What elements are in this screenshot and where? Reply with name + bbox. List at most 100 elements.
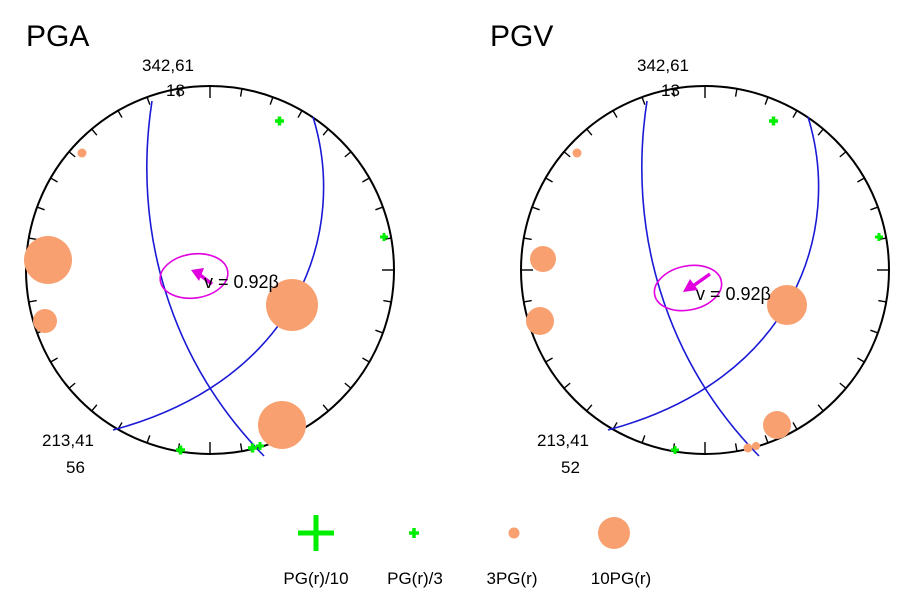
tick-mark <box>792 110 798 118</box>
legend-label: PG(r)/3 <box>387 569 443 588</box>
tick-mark <box>641 435 646 444</box>
bottom-plane-count: 56 <box>66 458 85 477</box>
top-plane-count: 18 <box>166 81 185 100</box>
top-plane-label: 342,61 <box>637 56 689 75</box>
tick-mark <box>839 151 847 158</box>
panel-title-pga: PGA <box>26 20 89 53</box>
tick-mark <box>523 237 532 241</box>
tick-mark <box>28 237 37 241</box>
legend-label: 3PG(r) <box>487 569 538 588</box>
tick-mark <box>523 299 532 303</box>
stereonet-circle <box>25 85 395 455</box>
orange-marker <box>767 285 807 325</box>
tick-mark <box>734 443 738 452</box>
rupture-arrow <box>198 273 214 286</box>
orange-marker <box>77 148 87 158</box>
nodal-plane-1 <box>641 100 760 457</box>
orange-marker <box>33 309 57 333</box>
tick-mark <box>817 404 824 412</box>
green-marker <box>275 116 284 126</box>
tick-mark <box>239 443 243 452</box>
tick-mark <box>269 96 274 105</box>
tick-mark <box>239 88 243 97</box>
tick-mark <box>545 357 553 363</box>
legend-big-dot-marker <box>598 517 630 549</box>
rupture-arrow <box>691 272 712 288</box>
tick-mark <box>764 435 769 444</box>
orange-marker <box>530 246 556 272</box>
orange-marker <box>266 279 318 331</box>
tick-mark <box>870 329 879 334</box>
rupture-arrow-head <box>683 279 698 292</box>
green-marker <box>671 446 679 454</box>
tick-mark <box>91 128 98 136</box>
tick-mark <box>857 177 865 183</box>
top-plane-label: 342,61 <box>142 56 194 75</box>
rupture-ellipse <box>653 264 723 312</box>
tick-mark <box>586 128 593 136</box>
panel-pga: PGA 342,61 18 213,41 56 v = 0.92β <box>24 20 395 477</box>
tick-mark <box>146 96 151 105</box>
tick-mark <box>817 128 824 136</box>
tick-mark <box>563 382 571 389</box>
tick-mark <box>878 299 887 303</box>
stereonet-ticks <box>521 86 889 454</box>
tick-mark <box>36 206 45 211</box>
tick-mark <box>68 151 76 158</box>
tick-mark <box>344 151 352 158</box>
legend-small-plus-marker <box>409 528 419 538</box>
green-marker <box>380 233 388 241</box>
bottom-plane-count: 52 <box>561 458 580 477</box>
tick-mark <box>91 404 98 412</box>
legend-label: 10PG(r) <box>591 569 651 588</box>
tick-mark <box>50 357 58 363</box>
orange-marker <box>24 236 72 284</box>
stereonet-circle <box>520 85 890 455</box>
bottom-plane-label: 213,41 <box>42 431 94 450</box>
tick-mark <box>383 299 392 303</box>
green-marker <box>248 443 257 453</box>
tick-mark <box>117 110 123 118</box>
tick-mark <box>531 206 540 211</box>
bottom-plane-label: 213,41 <box>537 431 589 450</box>
tick-mark <box>297 110 303 118</box>
panel-title-pgv: PGV <box>490 20 553 53</box>
velocity-label: v = 0.92β <box>696 284 771 304</box>
legend-big-plus-marker <box>298 515 334 551</box>
tick-mark <box>322 128 329 136</box>
legend-label: PG(r)/10 <box>283 569 348 588</box>
velocity-label: v = 0.92β <box>204 272 279 292</box>
tick-mark <box>322 404 329 412</box>
tick-mark <box>563 151 571 158</box>
legend-small-dot-marker <box>508 527 520 539</box>
orange-marker <box>572 148 582 158</box>
legend: PG(r)/10 PG(r)/3 3PG(r) 10PG(r) <box>283 515 651 588</box>
tick-mark <box>146 435 151 444</box>
tick-mark <box>734 88 738 97</box>
orange-marker <box>258 401 306 449</box>
panel-pgv: PGV 342,61 13 213,41 52 v = 0.92β <box>490 20 890 477</box>
tick-mark <box>375 206 384 211</box>
tick-mark <box>28 299 37 303</box>
tick-mark <box>839 382 847 389</box>
tick-mark <box>362 357 370 363</box>
tick-mark <box>344 382 352 389</box>
tick-mark <box>50 177 58 183</box>
green-marker <box>769 116 778 126</box>
nodal-plane-2 <box>607 116 820 431</box>
green-marker <box>875 233 883 241</box>
tick-mark <box>362 177 370 183</box>
tick-mark <box>857 357 865 363</box>
tick-mark <box>764 96 769 105</box>
tick-mark <box>792 422 798 430</box>
green-marker <box>176 445 185 455</box>
tick-mark <box>68 382 76 389</box>
top-plane-count: 13 <box>661 81 680 100</box>
stereonet-ticks <box>26 86 394 454</box>
rupture-arrow-head <box>191 268 204 281</box>
orange-marker <box>526 307 554 335</box>
orange-marker <box>752 442 760 450</box>
rupture-ellipse <box>159 252 229 300</box>
tick-mark <box>612 110 618 118</box>
